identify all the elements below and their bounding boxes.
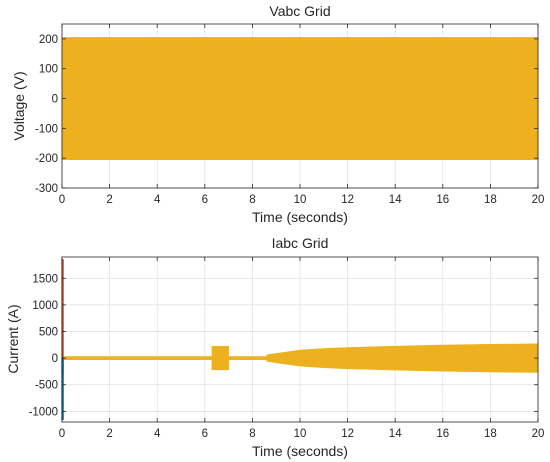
current-panel: Iabc Grid 0 2 4 6 8 10 12 14 16 18 20 -1000 -500 0 500… bbox=[5, 235, 544, 459]
voltage-x-tick-label: 4 bbox=[154, 194, 161, 206]
current-y-tick-label: 1000 bbox=[32, 300, 58, 312]
voltage-y-tick-label: 200 bbox=[39, 34, 58, 46]
current-y-axis-label: Current (A) bbox=[5, 304, 21, 373]
current-title: Iabc Grid bbox=[272, 235, 329, 251]
voltage-y-axis-label: Voltage (V) bbox=[11, 71, 27, 140]
voltage-x-tick-label: 2 bbox=[106, 194, 112, 206]
current-x-tick-label: 20 bbox=[532, 428, 545, 440]
current-x-tick-label: 2 bbox=[106, 428, 112, 440]
current-y-tick-label: 500 bbox=[39, 327, 58, 339]
voltage-x-tick-label: 14 bbox=[389, 194, 402, 206]
voltage-series-0-band bbox=[61, 37, 539, 160]
current-x-tick-label: 4 bbox=[154, 428, 161, 440]
current-y-tick-label: 0 bbox=[52, 353, 58, 365]
current-x-tick-label: 14 bbox=[389, 428, 402, 440]
voltage-y-tick-label: 0 bbox=[52, 94, 58, 106]
current-x-tick-label: 18 bbox=[484, 428, 497, 440]
voltage-x-tick-label: 20 bbox=[532, 194, 545, 206]
voltage-x-tick-label: 12 bbox=[341, 194, 354, 206]
current-x-axis-label: Time (seconds) bbox=[252, 443, 348, 459]
voltage-x-axis-label: Time (seconds) bbox=[252, 209, 348, 225]
current-x-tick-label: 8 bbox=[249, 428, 255, 440]
voltage-y-tick-label: 100 bbox=[39, 64, 58, 76]
voltage-y-tick-label: -300 bbox=[35, 183, 58, 195]
voltage-x-tick-label: 10 bbox=[294, 194, 307, 206]
current-x-tick-label: 10 bbox=[294, 428, 307, 440]
current-y-tick-label: -500 bbox=[35, 380, 58, 392]
voltage-y-tick-label: -100 bbox=[35, 123, 58, 135]
current-x-tick-label: 6 bbox=[202, 428, 208, 440]
current-x-tick-label: 12 bbox=[341, 428, 354, 440]
voltage-ticks: 0 2 4 6 8 10 12 14 16 18 20 -300 -200 -100 0 100 200 bbox=[35, 24, 544, 206]
current-x-tick-label: 16 bbox=[436, 428, 449, 440]
voltage-panel: Vabc Grid 0 2 4 6 8 10 12 14 16 18 20-300-200-1000… bbox=[11, 3, 544, 225]
current-ticks: 0 2 4 6 8 10 12 14 16 18 20 -1000 -500 0 500 1000 1500 bbox=[29, 257, 545, 440]
current-x-tick-label: 0 bbox=[59, 428, 65, 440]
voltage-x-tick-label: 8 bbox=[249, 194, 255, 206]
voltage-x-tick-label: 0 bbox=[59, 194, 65, 206]
voltage-series bbox=[61, 37, 539, 160]
voltage-x-tick-label: 18 bbox=[484, 194, 497, 206]
voltage-y-tick-label: -200 bbox=[35, 153, 58, 165]
current-y-tick-label: 1500 bbox=[32, 273, 58, 285]
voltage-x-tick-label: 6 bbox=[202, 194, 208, 206]
voltage-x-tick-label: 16 bbox=[436, 194, 449, 206]
current-y-tick-label: -1000 bbox=[29, 406, 58, 418]
voltage-title: Vabc Grid bbox=[269, 3, 330, 19]
